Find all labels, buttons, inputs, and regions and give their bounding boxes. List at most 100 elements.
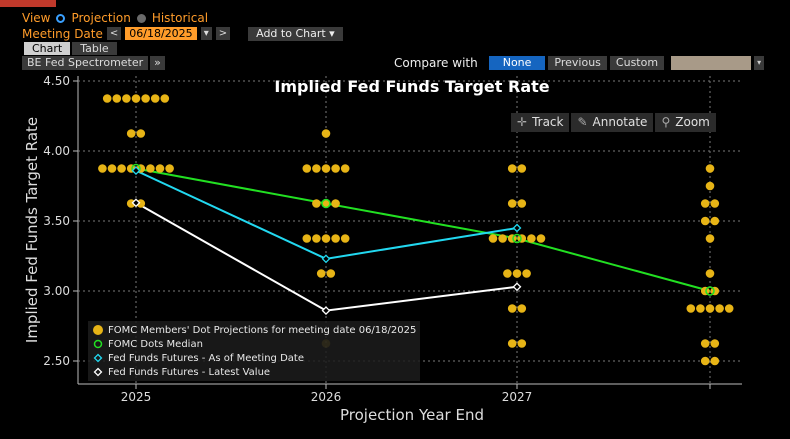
fomc-dot — [507, 304, 517, 313]
fomc-dot — [498, 234, 507, 243]
fomc-dot — [710, 356, 720, 366]
zoom-label: Zoom — [675, 115, 710, 129]
fomc-dot — [321, 164, 331, 173]
compare-controls: Compare with None Previous Custom ▾ — [394, 56, 765, 70]
futures-latest-marker — [321, 306, 331, 316]
fomc-dot — [321, 234, 331, 243]
fomc-dot — [710, 339, 720, 348]
fomc-dot — [331, 234, 340, 243]
projection-radio-icon[interactable] — [56, 13, 66, 23]
fomc-dot — [150, 94, 160, 103]
fomc-dot — [331, 199, 340, 208]
fomc-dot — [527, 234, 536, 243]
legend-median-icon — [92, 338, 104, 350]
x-tick-label: 2026 — [311, 390, 342, 404]
fomc-dot — [705, 304, 715, 313]
x-axis-label: Projection Year End — [340, 406, 484, 424]
fomc-dot — [141, 94, 150, 103]
fomc-dot — [126, 129, 136, 138]
fomc-dot — [507, 199, 517, 208]
fomc-dot — [700, 356, 710, 366]
chart-tools: ✛ Track ✎ Annotate ⚲ Zoom — [511, 113, 716, 132]
legend-item-median: FOMC Dots Median — [92, 337, 420, 351]
meeting-date-row: Meeting Date < 06/18/2025 ▾ > Add to Cha… — [22, 26, 343, 41]
custom-compare-dropdown-icon[interactable]: ▾ — [754, 56, 765, 70]
compare-none-button[interactable]: None — [488, 56, 546, 70]
futures-latest-marker — [131, 198, 141, 208]
prev-date-button[interactable]: < — [106, 27, 122, 40]
fomc-dot — [710, 216, 720, 226]
fomc-dot — [312, 164, 321, 173]
tab-chart[interactable]: Chart — [24, 42, 71, 55]
fomc-dot — [724, 304, 734, 313]
track-button[interactable]: ✛ Track — [511, 113, 570, 132]
top-strip — [0, 0, 56, 7]
fomc-dot — [517, 164, 527, 173]
zoom-button[interactable]: ⚲ Zoom — [655, 113, 716, 132]
fomc-dot — [165, 164, 174, 173]
chart-title: Implied Fed Funds Target Rate — [274, 77, 549, 96]
legend-label-median: FOMC Dots Median — [108, 338, 203, 350]
date-dropdown-button[interactable]: ▾ — [200, 27, 212, 40]
annotate-label: Annotate — [592, 115, 648, 129]
fomc-dot — [705, 181, 715, 191]
fomc-dot — [517, 234, 527, 243]
legend-dot-icon — [92, 324, 104, 336]
legend-label-futures-meeting: Fed Funds Futures - As of Meeting Date — [108, 352, 304, 364]
fomc-dot — [312, 199, 321, 208]
fomc-dot — [112, 94, 122, 103]
fomc-dot — [102, 94, 112, 103]
legend-label-futures-latest: Fed Funds Futures - Latest Value — [108, 366, 271, 378]
fomc-dot — [155, 164, 165, 173]
annotate-button[interactable]: ✎ Annotate — [571, 113, 654, 132]
y-tick-label: 3.50 — [43, 214, 70, 228]
spectrometer-bar: BE Fed Spectrometer » — [22, 56, 165, 70]
meeting-date-input[interactable]: 06/18/2025 — [125, 27, 197, 40]
fomc-dot — [522, 269, 531, 278]
fomc-dot — [700, 286, 710, 296]
spectrometer-button[interactable]: BE Fed Spectrometer — [22, 56, 149, 70]
fomc-dot — [107, 164, 117, 173]
compare-previous-button[interactable]: Previous — [548, 56, 607, 70]
fomc-dot — [517, 304, 527, 313]
legend-item-dots: FOMC Members' Dot Projections for meetin… — [92, 323, 420, 337]
fomc-dot — [705, 164, 715, 173]
fomc-dot — [117, 164, 126, 173]
historical-option[interactable]: Historical — [151, 11, 209, 25]
compare-custom-button[interactable]: Custom — [609, 56, 665, 70]
fomc-dot — [700, 216, 710, 226]
fomc-dot — [340, 234, 350, 243]
futures-latest-marker — [512, 282, 522, 292]
fomc-dot — [705, 234, 715, 243]
fomc-dot — [715, 304, 724, 313]
fomc-dot — [316, 269, 326, 278]
custom-compare-field[interactable] — [671, 56, 752, 70]
fomc-dot — [331, 164, 340, 173]
compare-label: Compare with — [394, 56, 478, 70]
crosshair-icon: ✛ — [517, 115, 528, 129]
fomc-dot — [512, 269, 522, 278]
projection-option[interactable]: Projection — [71, 11, 131, 25]
spectrometer-expand-button[interactable]: » — [150, 56, 165, 70]
futures-meeting-marker — [131, 166, 141, 176]
tab-table[interactable]: Table — [72, 42, 117, 55]
fomc-dot — [160, 94, 170, 103]
x-tick-label: 2027 — [502, 390, 533, 404]
chart-legend: FOMC Members' Dot Projections for meetin… — [88, 321, 420, 381]
historical-radio-icon[interactable] — [136, 13, 146, 23]
legend-diamond-white-icon — [92, 366, 104, 378]
median-series-line — [135, 167, 711, 292]
futures-meeting-series-line — [135, 169, 518, 260]
fomc-dot — [507, 164, 517, 173]
fomc-dot — [503, 269, 512, 278]
y-tick-label: 4.00 — [43, 144, 70, 158]
fomc-dot — [131, 94, 141, 103]
fomc-dot — [321, 199, 331, 208]
next-date-button[interactable]: > — [215, 27, 231, 40]
fomc-dot — [326, 269, 336, 278]
y-tick-label: 2.50 — [43, 354, 70, 368]
fomc-dot — [517, 339, 527, 348]
view-selector: View Projection Historical — [22, 10, 208, 26]
add-to-chart-button[interactable]: Add to Chart ▾ — [248, 26, 343, 41]
fomc-dot — [136, 129, 146, 138]
